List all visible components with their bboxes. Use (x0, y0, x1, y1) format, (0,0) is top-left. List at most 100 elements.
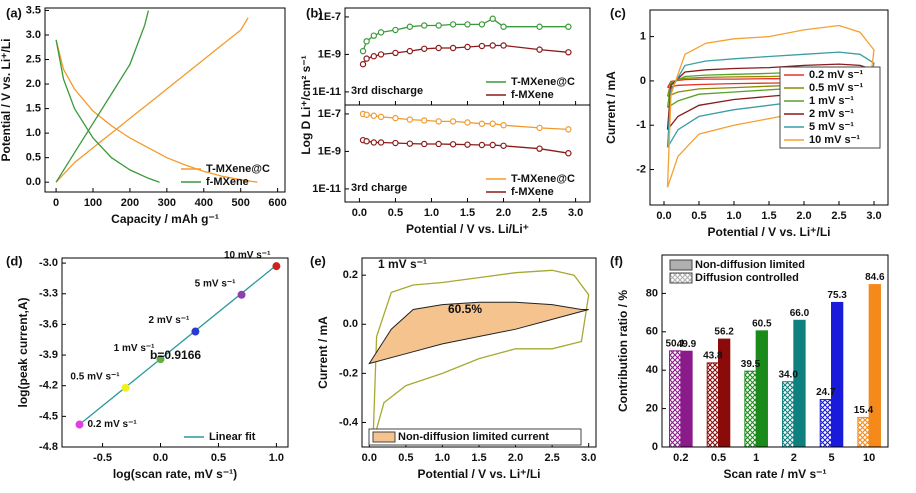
plot-frame (61, 257, 289, 448)
value-label: 56.2 (714, 327, 734, 338)
series-line (666, 24, 875, 188)
y-tick-label: -2 (636, 163, 646, 175)
marker (370, 32, 378, 39)
marker (478, 120, 486, 127)
y-axis-label: log(peak current,A) (16, 297, 30, 407)
y-axis-label: Current / mA (316, 316, 330, 389)
y-tick-label: 0.0 (26, 176, 41, 188)
marker (363, 38, 370, 45)
legend-swatch (669, 259, 693, 271)
marker (536, 145, 543, 152)
x-axis-label: Scan rate / mV s⁻¹ (723, 467, 826, 481)
marker (421, 140, 428, 148)
legend-label: T-MXene@C (206, 163, 270, 175)
value-label: 34.0 (778, 369, 798, 380)
legend-label: Diffusion controlled (695, 272, 799, 284)
legend-label: Non-diffusion limited (695, 259, 805, 271)
marker (370, 53, 378, 60)
y-tick-label: -3.0 (39, 257, 58, 269)
x-tick-label: 2.0 (496, 207, 511, 219)
y-tick-label: 0 (652, 441, 658, 453)
value-label: 66.0 (790, 308, 810, 319)
point (191, 327, 200, 336)
y-tick-label: 1E-11 (312, 86, 341, 98)
y-tick-label: -4.8 (39, 441, 58, 453)
x-axis-label: Capacity / mAh g⁻¹ (111, 212, 219, 226)
x-tick-label: 0.5 (711, 452, 726, 464)
marker (377, 139, 385, 146)
panel-label: (e) (310, 253, 326, 268)
bar (755, 330, 768, 448)
y-tick-label: 60 (646, 326, 658, 338)
bar (868, 284, 881, 448)
legend-label: f-MXene (511, 186, 554, 198)
x-tick-label: 0.5 (398, 452, 413, 464)
legend-swatch (372, 431, 396, 443)
value-label: 50.1 (665, 338, 685, 349)
marker (392, 49, 399, 57)
y-tick-label: -1 (636, 119, 646, 131)
marker (406, 23, 414, 30)
x-tick-label: 0.5 (211, 452, 226, 464)
x-tick-label: 0.0 (656, 210, 671, 222)
legend-label: 2 mV s⁻¹ (809, 108, 854, 120)
legend-label: 5 mV s⁻¹ (809, 121, 854, 133)
point-label: 0.5 mV s⁻¹ (70, 371, 120, 382)
y-axis-label: Potential / V vs. Li⁺/Li (0, 38, 13, 161)
x-tick-label: 1.5 (761, 210, 776, 222)
marker (406, 140, 414, 147)
marker (370, 112, 378, 119)
marker (489, 141, 496, 149)
y-tick-label: -0.2 (339, 367, 358, 379)
y-tick-label: -4.5 (39, 410, 58, 422)
x-tick-label: 0.0 (362, 452, 377, 464)
x-tick-label: 2 (791, 452, 797, 464)
marker (377, 113, 385, 121)
y-tick-label: 0.0 (343, 318, 358, 330)
y-tick-label: 0.2 (343, 269, 358, 281)
value-label: 75.3 (827, 290, 847, 301)
x-tick-label: 2.0 (796, 210, 811, 222)
x-tick-label: 1.5 (471, 452, 486, 464)
marker (500, 142, 507, 149)
bar (819, 399, 833, 448)
marker (377, 29, 385, 36)
panel-label: (d) (6, 253, 23, 268)
y-tick-label: 1E-7 (318, 108, 341, 120)
marker (565, 150, 572, 157)
series-line (55, 10, 160, 183)
marker (478, 21, 486, 28)
legend-label: T-MXene@C (511, 173, 575, 185)
bar (744, 370, 757, 448)
value-label: 15.4 (854, 405, 874, 416)
marker (363, 138, 370, 145)
marker (421, 22, 428, 29)
point-label: 1 mV s⁻¹ (114, 343, 156, 354)
x-tick-label: 100 (84, 197, 102, 209)
marker (565, 23, 572, 30)
x-axis-label: log(scan rate, mV s⁻¹) (113, 467, 237, 481)
series-line (79, 264, 277, 426)
marker (435, 140, 442, 148)
marker (464, 21, 471, 28)
y-tick-label: 1 (640, 30, 646, 42)
y-tick-label: 2.5 (26, 53, 41, 65)
point (156, 355, 165, 364)
marker (435, 22, 442, 29)
x-tick-label: 1.0 (726, 210, 741, 222)
y-tick-label: 1E-11 (312, 183, 341, 195)
plot-frame (649, 9, 889, 206)
x-tick-label: 1 (753, 452, 759, 464)
marker (449, 21, 457, 28)
x-tick-label: 2.0 (508, 452, 523, 464)
marker (392, 139, 399, 147)
point-label: 2 mV s⁻¹ (149, 315, 191, 326)
marker (377, 51, 385, 58)
x-tick-label: 10 (863, 452, 875, 464)
x-tick-label: 1.0 (269, 452, 284, 464)
y-tick-label: 2.0 (26, 78, 41, 90)
point (237, 290, 246, 299)
bar (680, 350, 693, 448)
x-tick-label: 1.5 (460, 207, 475, 219)
marker (536, 124, 543, 132)
